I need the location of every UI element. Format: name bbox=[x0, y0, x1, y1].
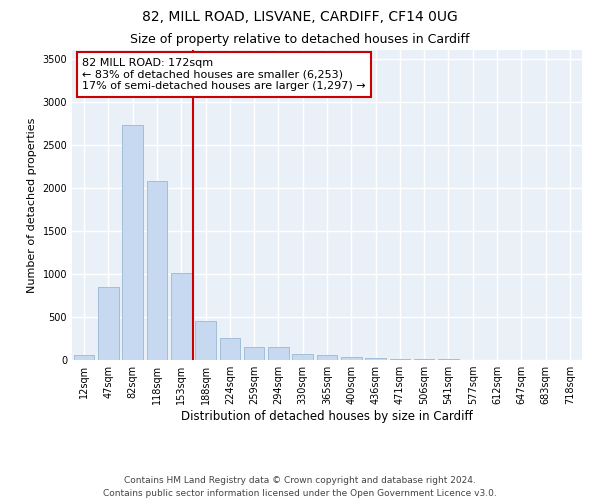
Bar bbox=[389, 358, 410, 360]
Bar bbox=[171, 273, 191, 360]
Text: Contains HM Land Registry data © Crown copyright and database right 2024.
Contai: Contains HM Land Registry data © Crown c… bbox=[103, 476, 497, 498]
Bar bbox=[341, 358, 362, 360]
Bar bbox=[268, 346, 289, 360]
Y-axis label: Number of detached properties: Number of detached properties bbox=[27, 118, 37, 292]
Bar bbox=[317, 356, 337, 360]
Bar bbox=[292, 354, 313, 360]
Text: Size of property relative to detached houses in Cardiff: Size of property relative to detached ho… bbox=[130, 32, 470, 46]
X-axis label: Distribution of detached houses by size in Cardiff: Distribution of detached houses by size … bbox=[181, 410, 473, 423]
Bar bbox=[98, 287, 119, 360]
Text: 82 MILL ROAD: 172sqm
← 83% of detached houses are smaller (6,253)
17% of semi-de: 82 MILL ROAD: 172sqm ← 83% of detached h… bbox=[82, 58, 366, 91]
Bar bbox=[244, 346, 265, 360]
Bar bbox=[122, 125, 143, 360]
Bar bbox=[414, 359, 434, 360]
Text: 82, MILL ROAD, LISVANE, CARDIFF, CF14 0UG: 82, MILL ROAD, LISVANE, CARDIFF, CF14 0U… bbox=[142, 10, 458, 24]
Bar bbox=[365, 358, 386, 360]
Bar bbox=[74, 355, 94, 360]
Bar bbox=[195, 322, 216, 360]
Bar bbox=[220, 338, 240, 360]
Bar bbox=[146, 181, 167, 360]
